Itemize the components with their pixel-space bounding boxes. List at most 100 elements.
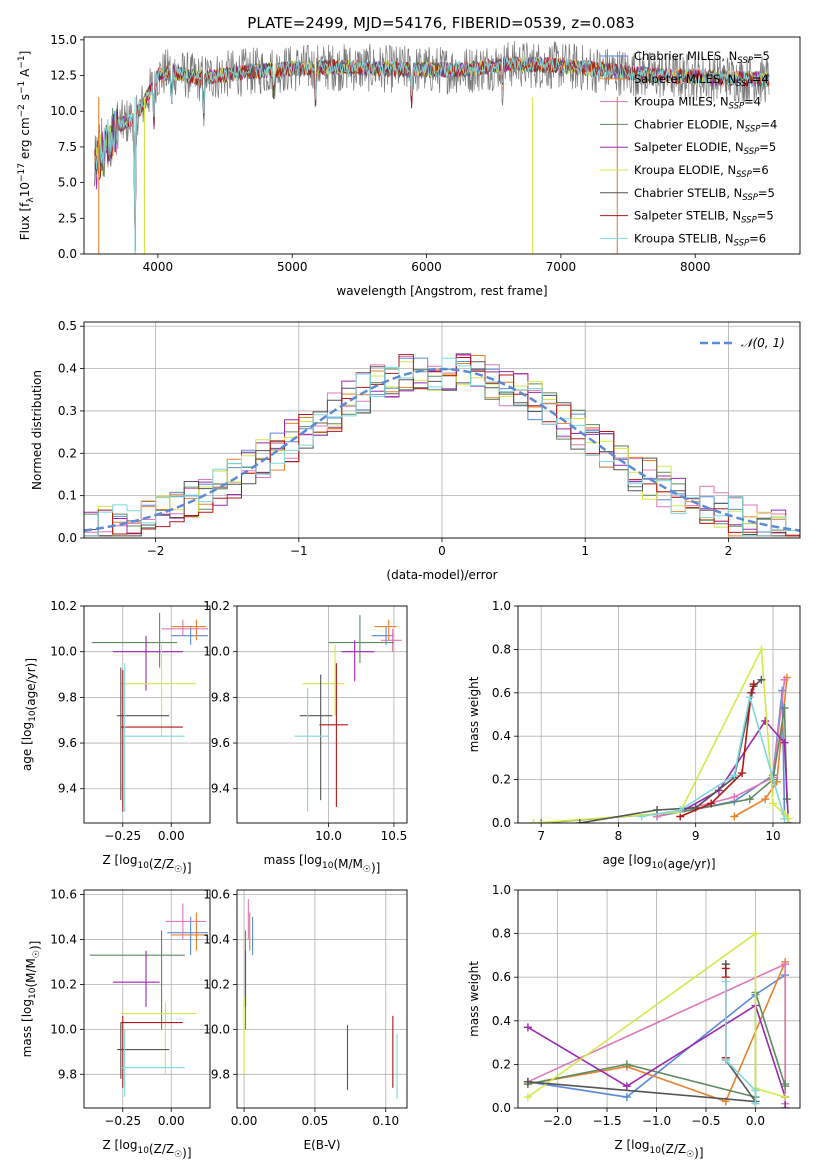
label-part: age [: [20, 740, 34, 771]
label-part: mass [: [20, 1017, 34, 1057]
label-part: (M/M: [24, 958, 38, 987]
y-tick-label: 0.2: [58, 446, 77, 460]
weight-marker: [749, 680, 758, 689]
y-tick-label: 10.2: [50, 977, 77, 991]
weight-vs-age-ylabel-group: mass weight: [467, 676, 481, 752]
y-tick-label: 10.0: [50, 645, 77, 659]
y-tick-label: 0.0: [492, 1101, 511, 1115]
weight-marker: [523, 1077, 532, 1086]
x-tick-label: 0.00: [158, 1114, 185, 1128]
weight-marker: [707, 799, 716, 808]
log-base: 10: [649, 1146, 661, 1156]
figure-title: PLATE=2499, MJD=54176, FIBERID=0539, z=0…: [247, 14, 634, 32]
y-tick-label: 2.5: [58, 211, 77, 225]
residual-histogram-axes: −2 −1 0 1 2 0.0 0.1 0.2 0.3 0.4 0.5: [58, 319, 800, 558]
x-tick-label: 0.05: [302, 1114, 329, 1128]
ylabel-part: ]: [18, 51, 32, 56]
y-tick-label: 0.4: [492, 729, 511, 743]
mass-vs-ebv-xlabel: E(B-V): [303, 1138, 340, 1152]
label-part: mass weight: [467, 676, 481, 752]
weight-vs-Z-ylabel-group: mass weight: [467, 961, 481, 1037]
weight-vs-age-xlabel: age [log10(age/yr)]: [602, 853, 715, 871]
y-tick-label: 9.6: [58, 736, 77, 750]
x-tick-label: 0.0: [746, 1114, 765, 1128]
log-text: log: [304, 853, 322, 867]
legend-text: =5: [757, 209, 774, 223]
y-tick-label: 10.2: [203, 977, 230, 991]
weight-vs-age-ylabel: mass weight: [467, 676, 481, 752]
weight-marker: [745, 693, 754, 702]
legend-entry: Salpeter ELODIE, NSSP=5: [634, 140, 776, 157]
x-tick-label: 4000: [143, 260, 174, 274]
weight-marker: [622, 1060, 631, 1069]
weight-vs-Z-xlabel: Z [log10(Z/Z☉)]: [614, 1138, 703, 1160]
model-spectrum-kroupa_stelib: [94, 55, 770, 245]
legend-sub: SSP: [736, 79, 752, 89]
label-part: (age/yr)]: [24, 658, 38, 710]
x-tick-label: 0.10: [372, 1114, 399, 1128]
weight-marker: [768, 799, 777, 808]
ylabel-part: Flux [f: [18, 202, 32, 240]
y-tick-label: 0.5: [58, 319, 77, 333]
mass-vs-ebv-axes: 0.00 0.05 0.10 9.8 10.0 10.2 10.4 10.6: [203, 887, 407, 1128]
weight-marker: [780, 814, 789, 823]
legend-text: =6: [752, 163, 769, 177]
legend-text: Chabrier ELODIE, N: [634, 117, 745, 131]
mass-vs-Z-ylabel-group: mass [log10(M/M☉)]: [20, 941, 42, 1058]
age-vs-Z-xlabel: Z [log10(Z/Z☉)]: [102, 853, 191, 875]
y-tick-label: 0.0: [492, 816, 511, 830]
x-tick-label: 2: [725, 544, 733, 558]
legend-sub: SSP: [744, 147, 760, 157]
label-part: (age/yr)]: [663, 857, 715, 871]
weight-line-chabrier_stelib: [579, 679, 762, 823]
histogram-ylabel-group: Normed distribution: [30, 370, 44, 490]
y-tick-label: 0.0: [58, 531, 77, 545]
legend-normal: 𝒩(0, 1): [741, 336, 785, 350]
ylabel-part: λ: [26, 197, 36, 203]
legend-text: Kroupa STELIB, N: [634, 231, 734, 245]
y-tick-label: 10.4: [50, 932, 77, 946]
weight-marker: [730, 792, 739, 801]
weight-marker: [622, 1093, 631, 1102]
y-tick-label: 10.6: [203, 887, 230, 901]
legend-sub: SSP: [741, 216, 757, 226]
weight-line-salpeter_miles: [733, 677, 788, 818]
y-tick-label: 0.0: [58, 247, 77, 261]
label-part: (M/M: [333, 857, 362, 871]
x-tick-label: −0.25: [104, 1114, 141, 1128]
label-part: )]: [182, 861, 191, 875]
legend-entry: Salpeter STELIB, NSSP=5: [634, 209, 774, 226]
label-part: )]: [694, 1146, 703, 1160]
x-tick-label: 5000: [277, 260, 308, 274]
weight-marker: [653, 805, 662, 814]
x-tick-label: 0.00: [158, 829, 185, 843]
label-part: Z [: [102, 853, 119, 867]
x-tick-label: −0.25: [104, 829, 141, 843]
legend-text: =5: [758, 186, 775, 200]
weight-marker: [757, 645, 766, 654]
x-tick-label: 0.00: [231, 1114, 258, 1128]
weight-marker: [745, 795, 754, 804]
y-tick-label: 9.4: [211, 782, 230, 796]
label-part: Z [: [614, 1138, 631, 1152]
weight-marker: [780, 675, 789, 684]
spectrum-xlabel: wavelength [Angstrom, rest frame]: [336, 284, 547, 298]
legend-entry: Kroupa STELIB, NSSP=6: [634, 231, 766, 248]
legend-entry: Salpeter MILES, NSSP=4: [634, 72, 769, 89]
spectrum-frame: [83, 36, 801, 255]
label-part: (Z/Z: [661, 1142, 686, 1156]
y-tick-label: 1.0: [492, 883, 511, 897]
label-part: )]: [371, 861, 380, 875]
y-tick-label: 9.8: [58, 1067, 77, 1081]
ylabel-part: erg cm: [18, 117, 32, 163]
y-tick-label: 0.4: [492, 1014, 511, 1028]
normal-curve: [84, 367, 800, 532]
mass-vs-Z-xlabel: Z [log10(Z/Z☉)]: [102, 1138, 191, 1160]
weight-marker: [781, 1093, 790, 1102]
ylabel-part: s: [18, 94, 32, 104]
x-tick-label: 0: [438, 544, 446, 558]
age-vs-mass-frame: [236, 605, 408, 824]
weight-marker: [529, 819, 538, 823]
